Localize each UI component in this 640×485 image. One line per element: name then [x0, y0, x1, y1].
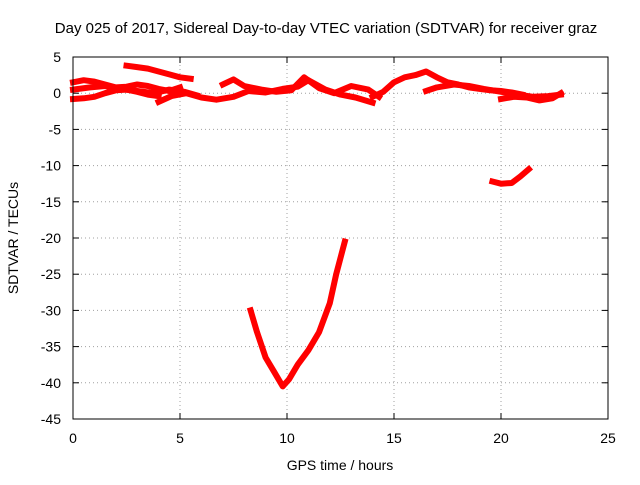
y-tick-label: -30: [41, 302, 61, 318]
x-tick-label: 20: [493, 430, 509, 446]
x-tick-label: 5: [176, 430, 184, 446]
y-tick-label: 0: [53, 85, 61, 101]
y-tick-label: -10: [41, 158, 61, 174]
x-tick-label: 10: [279, 430, 295, 446]
y-tick-label: -35: [41, 339, 61, 355]
tick-layer: 0 5 10 15 20 25 5 0 -5 -10 -15 -20 -25 -30 -35 -40 -45: [41, 49, 616, 446]
series-line-sat-track-3: [69, 83, 201, 100]
x-tick-label: 0: [69, 430, 77, 446]
y-axis-label: SDTVAR / TECUs: [5, 182, 21, 294]
series-line-sat-track-9: [497, 89, 566, 104]
series-line-sat-track-10: [246, 237, 349, 390]
series-layer: [69, 62, 566, 390]
x-tick-label: 15: [386, 430, 402, 446]
grid-layer: [73, 57, 608, 419]
series-line-sat-track-11: [488, 164, 534, 187]
series-line-sat-track-6: [218, 74, 384, 101]
series-line-sat-track-8: [422, 81, 565, 100]
y-tick-label: -20: [41, 230, 61, 246]
y-tick-label: -25: [41, 266, 61, 282]
y-tick-label: 5: [53, 49, 61, 65]
series-line-sat-track-4: [123, 62, 195, 83]
x-axis-label: GPS time / hours: [287, 457, 394, 473]
y-tick-label: -40: [41, 375, 61, 391]
y-tick-label: -15: [41, 194, 61, 210]
y-tick-label: -45: [41, 411, 61, 427]
y-tick-label: -5: [49, 121, 62, 137]
x-tick-label: 25: [600, 430, 616, 446]
chart-title: Day 025 of 2017, Sidereal Day-to-day VTE…: [55, 20, 597, 37]
